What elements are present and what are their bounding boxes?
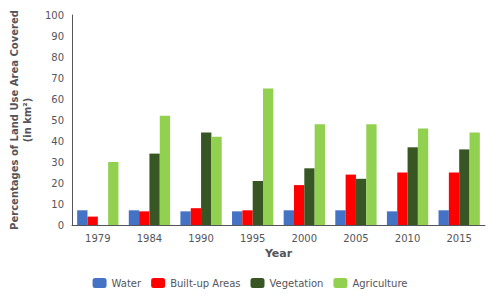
svg-text:10: 10 [51,199,64,210]
svg-text:1979: 1979 [85,233,110,244]
svg-text:90: 90 [51,31,64,42]
svg-text:1990: 1990 [188,233,213,244]
svg-text:1995: 1995 [240,233,265,244]
svg-text:30: 30 [51,157,64,168]
svg-text:20: 20 [51,178,64,189]
svg-text:Percentages of Land Use Area C: Percentages of Land Use Area Covered [9,10,20,230]
svg-text:60: 60 [51,94,64,105]
svg-text:(in km²): (in km²) [22,98,33,143]
svg-text:70: 70 [51,73,64,84]
svg-text:Water: Water [112,278,142,289]
svg-text:1984: 1984 [137,233,162,244]
svg-text:100: 100 [45,10,64,21]
svg-text:Built-up Areas: Built-up Areas [170,278,240,289]
svg-text:0: 0 [58,220,64,231]
svg-text:50: 50 [51,115,64,126]
svg-text:40: 40 [51,136,64,147]
svg-text:2010: 2010 [395,233,420,244]
svg-text:80: 80 [51,52,64,63]
svg-text:Agriculture: Agriculture [352,278,407,289]
svg-text:Vegetation: Vegetation [270,278,324,289]
svg-text:2000: 2000 [292,233,317,244]
svg-text:2005: 2005 [343,233,368,244]
svg-text:2015: 2015 [446,233,471,244]
svg-text:Year: Year [264,247,293,260]
